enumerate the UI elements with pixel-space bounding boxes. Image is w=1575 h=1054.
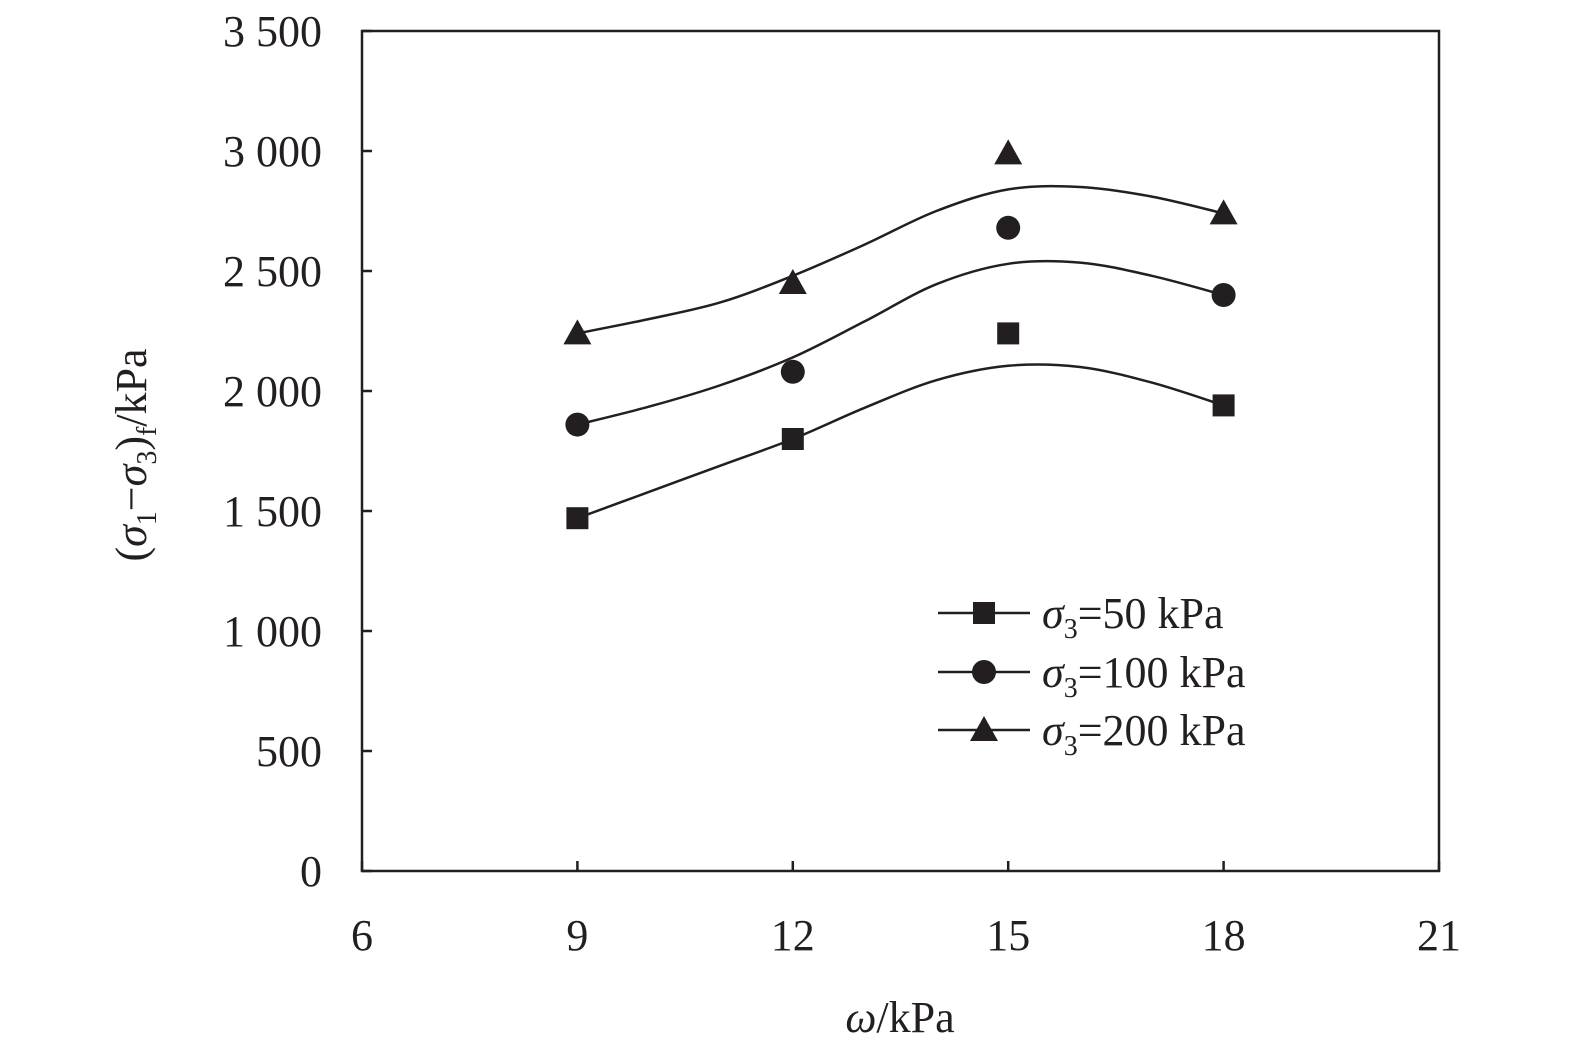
legend-symbol: σ <box>1042 648 1066 697</box>
legend-marker <box>972 660 996 684</box>
y-tick-label: 500 <box>256 727 322 776</box>
series-square <box>566 322 1235 530</box>
data-point <box>778 269 807 294</box>
y-axis-sigma3: σ <box>107 462 156 486</box>
fit-curve <box>576 363 1224 520</box>
legend-label: σ3=200 kPa <box>1042 706 1246 762</box>
y-axis-title: (σ1−σ3)f/kPa <box>107 348 163 561</box>
y-tick-label: 2 500 <box>223 247 322 296</box>
y-axis-sigma1: σ <box>107 523 156 547</box>
fit-curve <box>577 259 1224 426</box>
x-tick-label: 9 <box>566 911 588 960</box>
data-point <box>781 428 804 450</box>
x-tick-label: 21 <box>1417 911 1461 960</box>
y-axis-unit: /kPa <box>107 348 156 426</box>
x-tick-label: 6 <box>351 911 373 960</box>
x-tick-label: 12 <box>771 911 815 960</box>
y-axis-minus: − <box>107 486 156 511</box>
y-tick-label: 1 500 <box>223 487 322 536</box>
legend-label: σ3=100 kPa <box>1042 648 1246 704</box>
legend-value: =200 kPa <box>1078 706 1246 755</box>
data-point <box>1209 199 1238 225</box>
data-point <box>565 412 590 437</box>
legend-item: σ3=50 kPa <box>938 589 1224 645</box>
y-axis-close-paren: ) <box>107 436 156 451</box>
x-axis-symbol: ω <box>845 993 876 1042</box>
x-axis-unit: /kPa <box>876 993 954 1042</box>
y-tick-label: 1 000 <box>223 607 322 656</box>
legend-marker <box>973 602 995 624</box>
y-axis-sub3: 3 <box>132 451 163 465</box>
legend-subscript: 3 <box>1064 731 1078 762</box>
plot-area <box>360 29 1441 873</box>
series-layer <box>563 139 1238 530</box>
data-point <box>996 215 1021 240</box>
data-point <box>1211 283 1236 307</box>
legend-symbol: σ <box>1042 589 1066 638</box>
legend-value: =100 kPa <box>1078 648 1246 697</box>
plot-frame <box>360 29 1441 873</box>
legend-subscript: 3 <box>1064 614 1078 645</box>
series-triangle <box>563 139 1238 345</box>
y-tick-label: 2 000 <box>223 367 322 416</box>
x-tick-label: 15 <box>986 911 1030 960</box>
legend-label: σ3=50 kPa <box>1042 589 1224 645</box>
legend-value: =50 kPa <box>1078 589 1224 638</box>
data-point <box>997 322 1020 345</box>
y-axis-subf: f <box>132 426 163 436</box>
series-circle <box>565 215 1236 437</box>
legend-item: σ3=100 kPa <box>938 648 1246 704</box>
legend-marker <box>970 716 998 741</box>
fit-curve <box>577 184 1224 335</box>
data-point <box>566 507 589 530</box>
legend-subscript: 3 <box>1064 673 1078 704</box>
x-tick-label: 18 <box>1202 911 1246 960</box>
data-point <box>780 359 805 384</box>
y-tick-label: 0 <box>300 847 322 896</box>
legend-symbol: σ <box>1042 706 1066 755</box>
x-axis: 6 9 12 15 18 21 <box>351 861 1461 960</box>
data-point <box>563 319 592 345</box>
y-axis: 0 500 1 000 1 500 2 000 2 500 3 000 3 500 <box>223 7 372 896</box>
legend-item: σ3=200 kPa <box>938 706 1246 762</box>
data-point <box>1212 394 1235 417</box>
y-tick-label: 3 000 <box>223 127 322 176</box>
y-axis-sub1: 1 <box>132 511 163 525</box>
data-point <box>994 139 1023 165</box>
x-axis-title: ω/kPa <box>845 993 954 1042</box>
y-axis-open-paren: ( <box>107 547 156 562</box>
y-tick-label: 3 500 <box>223 7 322 56</box>
